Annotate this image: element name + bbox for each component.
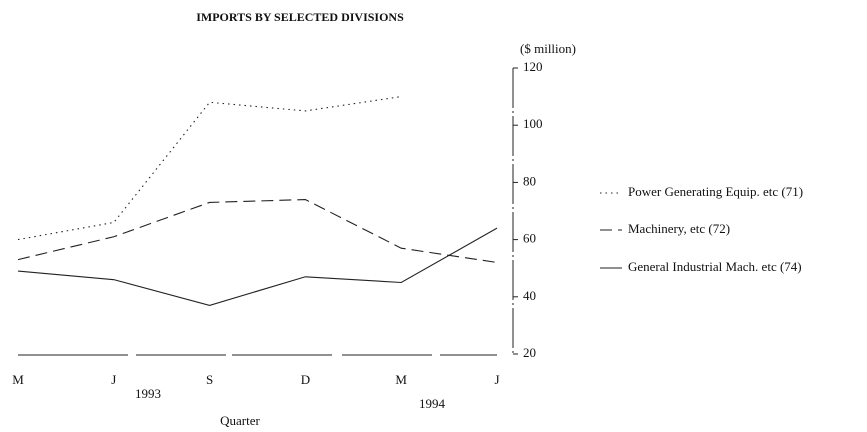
legend-label: Power Generating Equip. etc (71) [628,184,803,199]
y-axis-label: ($ million) [520,41,576,56]
x-tick-label: S [206,372,213,387]
year-label: 1994 [419,396,446,411]
x-axis-label: Quarter [220,413,260,428]
legend-label: Machinery, etc (72) [628,221,730,236]
x-tick-label: J [494,372,499,387]
series-line [17,227,498,306]
series-line [17,199,498,264]
year-label: 1993 [135,386,161,401]
y-tick-label: 80 [523,173,536,188]
y-tick-label: 20 [523,345,536,360]
x-tick-label: M [12,372,24,387]
series-line [17,96,402,241]
y-tick-label: 100 [523,116,543,131]
chart-title: IMPORTS BY SELECTED DIVISIONS [196,10,404,24]
y-tick-label: 40 [523,288,536,303]
x-tick-label: J [111,372,116,387]
legend-label: General Industrial Mach. etc (74) [628,259,802,274]
x-tick-label: M [395,372,407,387]
y-tick-label: 60 [523,231,536,246]
x-tick-label: D [301,372,310,387]
y-tick-label: 120 [523,59,543,74]
